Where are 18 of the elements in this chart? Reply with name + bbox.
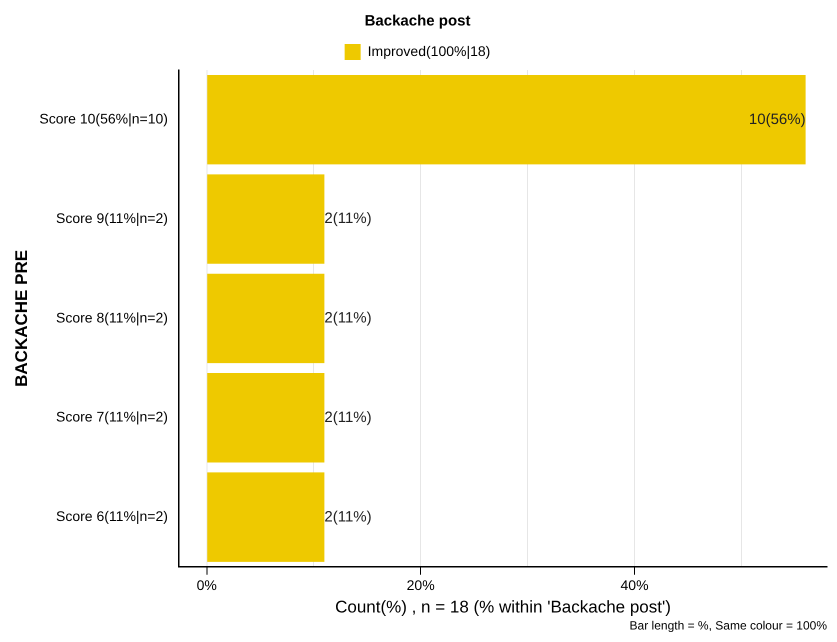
- text: Bar length = %, Same colour = 100%: [630, 618, 828, 632]
- y-tick-label: Score 7(11%|n=2): [56, 408, 168, 425]
- legend-label: Improved(100%|18): [368, 42, 490, 59]
- x-tick-label: 20%: [406, 577, 435, 594]
- data-label: 2(11%): [324, 210, 372, 228]
- data-label: 2(11%): [324, 408, 372, 426]
- x-tick-label: 40%: [620, 577, 649, 594]
- x-axis-title: Count(%) , n = 18 (% within 'Backache post'): [335, 597, 671, 616]
- y-tick-label: Score 10(56%|n=10): [39, 110, 168, 127]
- y-tick-label: Score 6(11%|n=2): [56, 508, 168, 524]
- y-tick-label: Score 9(11%|n=2): [56, 210, 168, 226]
- data-label: 2(11%): [324, 310, 372, 327]
- legend-title: Backache post: [364, 12, 470, 30]
- data-label: 2(11%): [324, 508, 372, 526]
- y-tick-label: Score 8(11%|n=2): [56, 309, 168, 326]
- data-label: 10(56%): [748, 110, 806, 128]
- x-tick-label: 0%: [196, 577, 217, 594]
- y-axis-title: BACKACHE PRE: [12, 250, 31, 387]
